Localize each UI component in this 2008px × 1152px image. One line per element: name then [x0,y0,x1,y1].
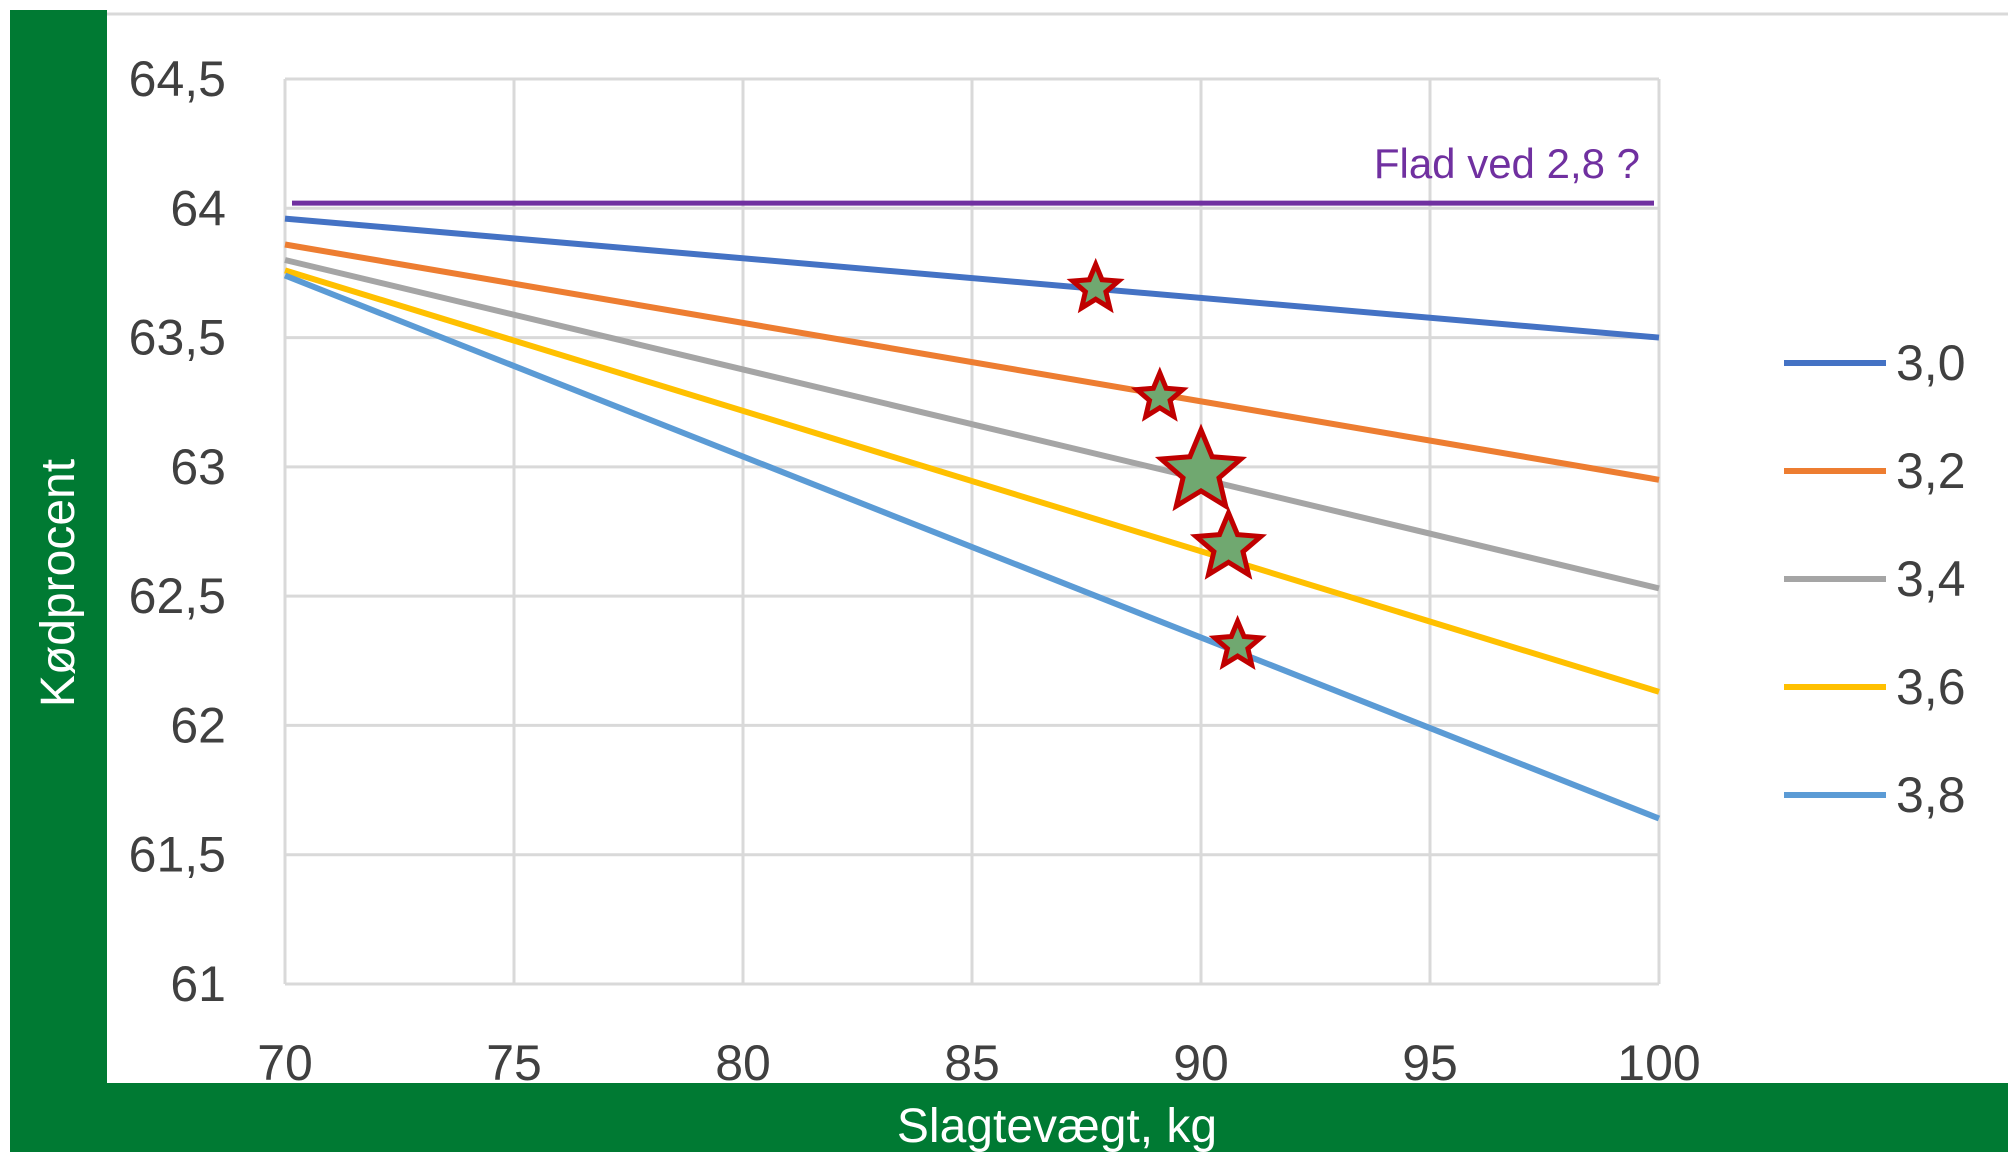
star-marker-4 [1208,614,1267,670]
series-line-3-8 [283,272,1661,822]
y-tick-5: 62 [170,697,226,753]
star-marker-1 [1130,366,1189,422]
series-line-3-0 [284,215,1660,341]
annotation-flad: Flad ved 2,8 ? [1374,140,1640,187]
bottom-frame-bar [10,1083,2008,1152]
x-tick-5: 95 [1402,1035,1458,1091]
y-tick-3: 63 [170,439,226,495]
legend-label-4: 3,8 [1896,767,1966,823]
x-tick-2: 80 [715,1035,771,1091]
left-frame-bar [10,10,107,1152]
series-lines [283,215,1661,822]
y-tick-2: 63,5 [129,310,226,366]
series-line-3-4 [284,257,1660,592]
star-marker-2 [1154,423,1248,512]
x-tick-6: 100 [1617,1035,1700,1091]
series-line-3-2 [284,241,1660,483]
legend-label-2: 3,4 [1896,551,1966,607]
x-tick-0: 70 [257,1035,313,1091]
y-tick-1: 64 [170,180,226,236]
y-tick-labels: 64,5 64 63,5 63 62,5 62 61,5 61 [129,51,226,1012]
star-marker-0 [1066,257,1125,314]
y-tick-6: 61,5 [129,827,226,883]
y-axis-title: Kødprocent [32,459,85,707]
green-frame [10,10,2008,1152]
legend: 3,0 3,2 3,4 3,6 3,8 [1784,335,1966,823]
star-markers [1066,257,1267,670]
y-tick-0: 64,5 [129,51,226,107]
x-tick-4: 90 [1173,1035,1229,1091]
x-tick-labels: 70 75 80 85 90 95 100 [257,1035,1701,1091]
star-marker-3 [1189,506,1267,580]
y-tick-4: 62,5 [129,568,226,624]
legend-label-1: 3,2 [1896,443,1966,499]
x-axis-title: Slagtevægt, kg [897,1100,1217,1152]
x-tick-1: 75 [486,1035,542,1091]
x-tick-3: 85 [944,1035,1000,1091]
y-tick-7: 61 [170,956,226,1012]
legend-label-0: 3,0 [1896,335,1966,391]
series-line-3-6 [284,267,1660,695]
legend-label-3: 3,6 [1896,659,1966,715]
